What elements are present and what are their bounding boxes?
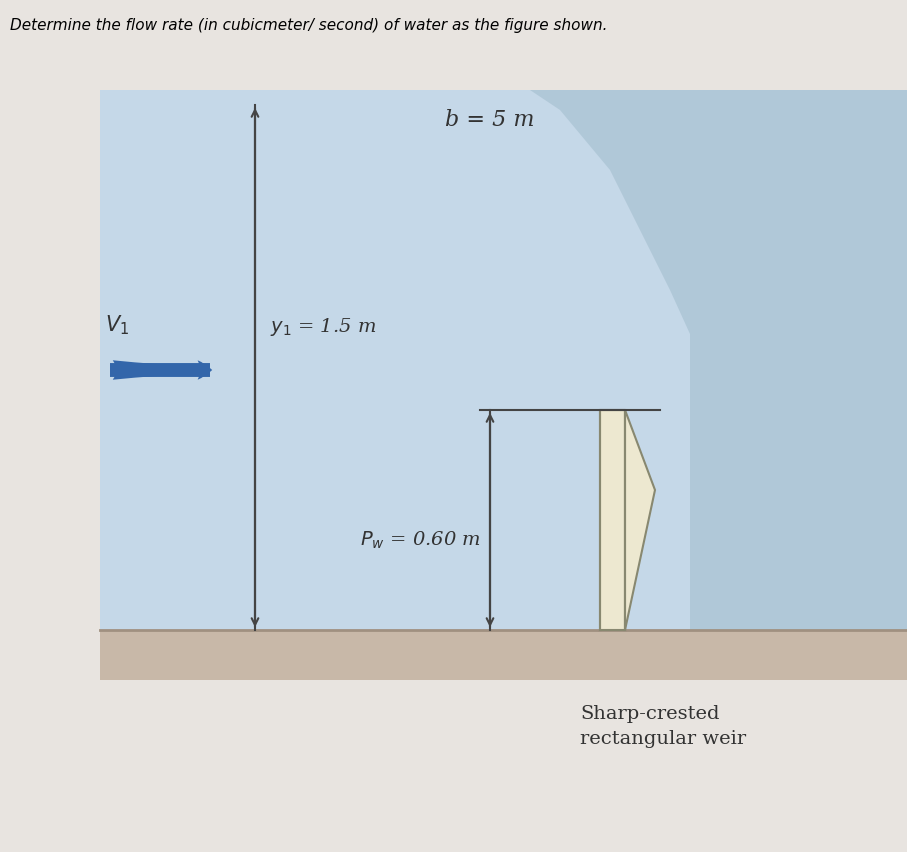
- Text: Sharp-crested
rectangular weir: Sharp-crested rectangular weir: [580, 705, 746, 748]
- Bar: [690, 90, 907, 630]
- Polygon shape: [625, 410, 655, 630]
- Bar: [100, 90, 690, 630]
- Polygon shape: [530, 90, 907, 590]
- Text: $V_1$: $V_1$: [105, 314, 129, 337]
- Bar: [100, 630, 907, 680]
- Text: b = 5 m: b = 5 m: [445, 109, 535, 131]
- Text: Determine the flow rate (in cubicmeter/ second) of water as the figure shown.: Determine the flow rate (in cubicmeter/ …: [10, 18, 608, 33]
- Bar: [600, 410, 625, 630]
- Text: $y_1$ = 1.5 m: $y_1$ = 1.5 m: [270, 316, 376, 338]
- Text: $P_w$ = 0.60 m: $P_w$ = 0.60 m: [360, 529, 481, 550]
